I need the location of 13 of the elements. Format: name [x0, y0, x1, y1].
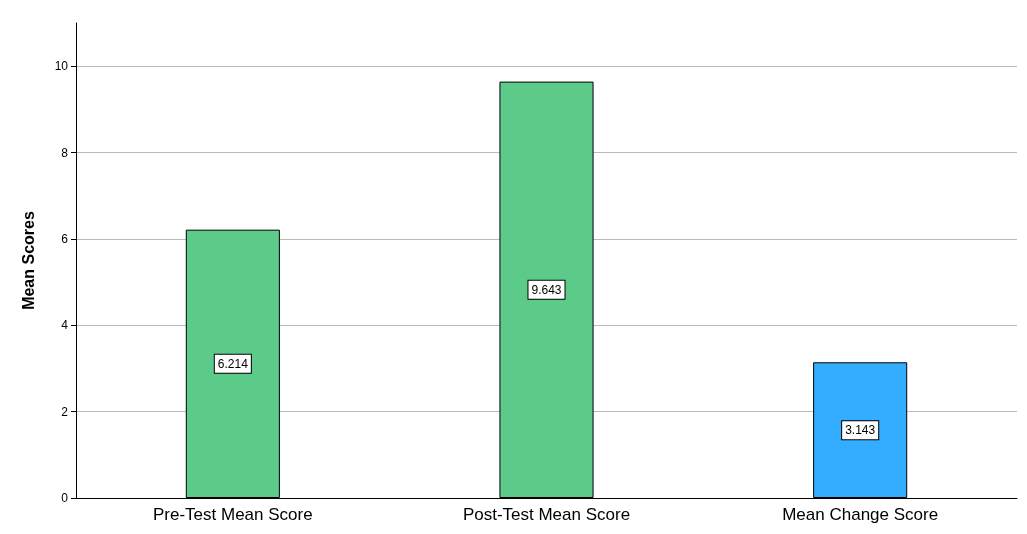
y-tick-label: 2	[61, 404, 69, 419]
y-tick-label: 0	[61, 491, 69, 505]
y-tick-label: 4	[61, 318, 69, 333]
x-tick-label: Pre-Test Mean Score	[152, 505, 313, 524]
y-tick-label: 8	[61, 145, 69, 160]
data-label: 6.214	[217, 356, 249, 371]
x-tick-label: Post-Test Mean Score	[462, 505, 631, 524]
y-tick-label: 6	[61, 231, 69, 246]
x-tick-label: Mean Change Score	[782, 505, 939, 524]
y-tick-label: 10	[54, 59, 69, 74]
y-axis-title: Mean Scores	[19, 211, 37, 310]
data-label: 3.143	[845, 423, 876, 438]
data-label: 9.643	[531, 282, 562, 297]
